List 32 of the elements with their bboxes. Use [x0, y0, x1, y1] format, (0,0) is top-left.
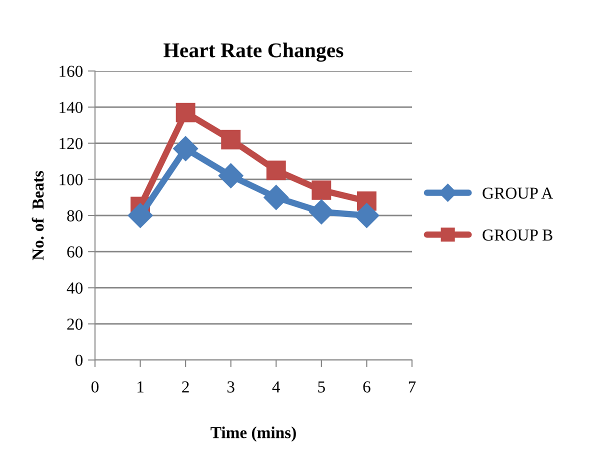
point [173, 136, 198, 162]
y-axis-title: No. of Beats [32, 171, 44, 260]
point [308, 199, 334, 224]
x-tick-label: 5 [318, 381, 325, 393]
x-tick-label: 0 [91, 381, 99, 393]
point [264, 184, 289, 210]
y-tick-label: 40 [66, 282, 83, 294]
point [128, 203, 153, 228]
point [176, 102, 196, 122]
point [221, 130, 241, 150]
x-tick-label: 2 [182, 381, 189, 392]
x-axis-title: Time (mins) [210, 426, 296, 442]
y-tick-label: 20 [67, 318, 83, 330]
y-tick-label: 160 [60, 66, 83, 77]
x-tick-label: 7 [408, 381, 416, 392]
y-tick-label: 100 [60, 174, 83, 186]
y-tick-label: 80 [67, 210, 83, 222]
point [218, 163, 244, 188]
y-tick-label: 60 [67, 246, 83, 258]
legend-label: GROUP A [482, 188, 554, 199]
point [312, 180, 332, 200]
y-tick-label: 120 [60, 138, 83, 150]
point [354, 203, 380, 228]
x-tick-label: 3 [227, 381, 234, 393]
point [266, 160, 286, 180]
chart-title: Heart Rate Changes [164, 42, 344, 62]
x-tick-label: 1 [138, 381, 144, 392]
y-tick-label: 0 [75, 354, 83, 366]
x-tick-label: 4 [272, 381, 280, 392]
y-tick-label: 140 [60, 102, 83, 114]
x-tick-label: 6 [363, 381, 370, 393]
legend-label: GROUP B [482, 229, 552, 241]
